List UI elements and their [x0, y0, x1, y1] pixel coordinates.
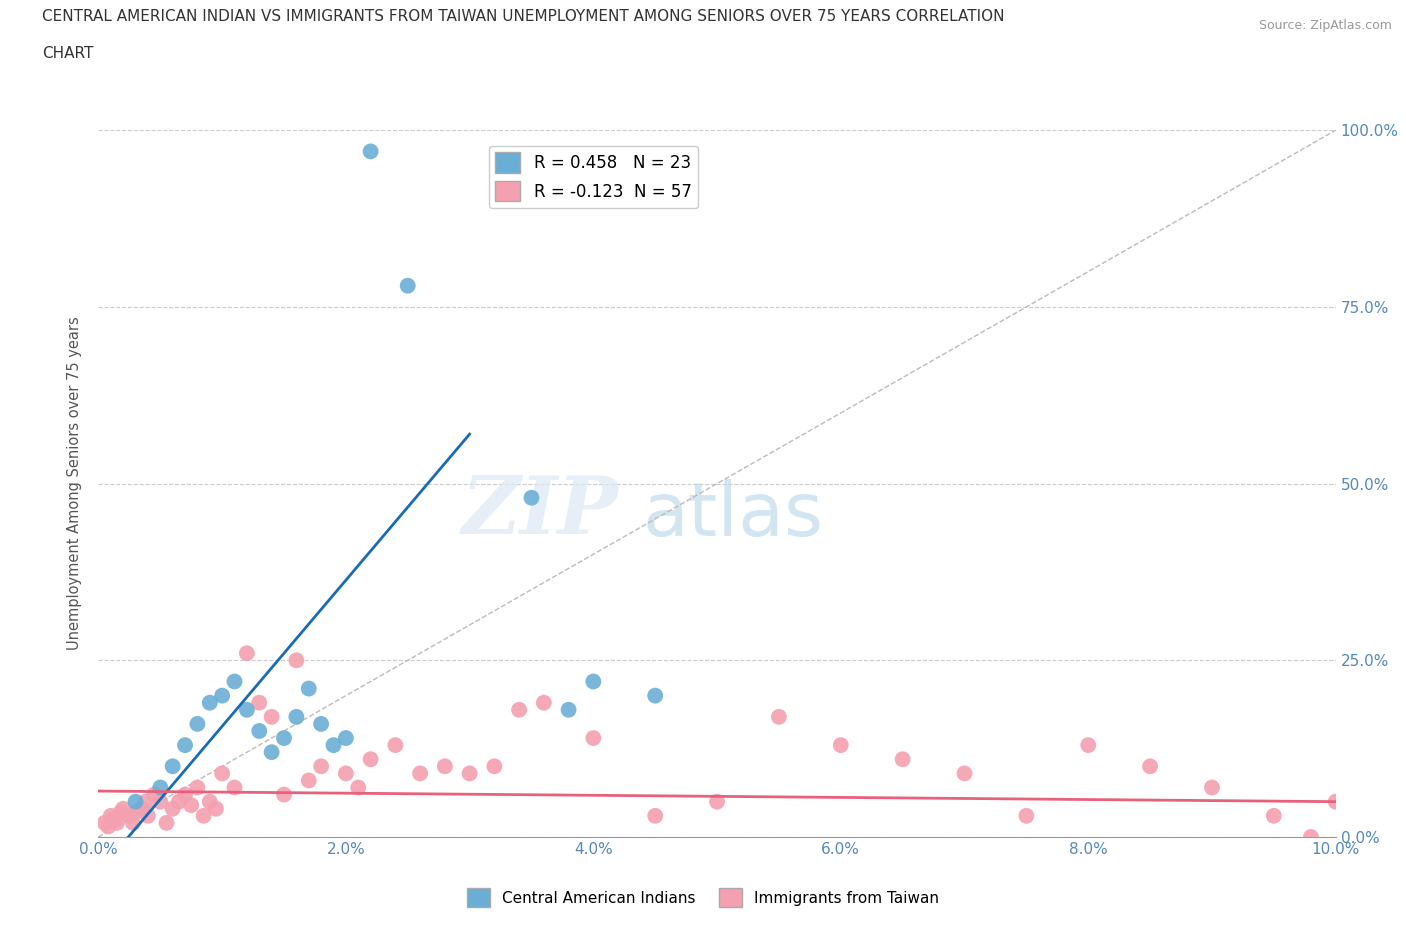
Point	[149, 794, 172, 809]
Point	[198, 794, 221, 809]
Point	[186, 780, 208, 795]
Point	[508, 702, 530, 717]
Point	[582, 731, 605, 746]
Point	[211, 688, 233, 703]
Point	[1299, 830, 1322, 844]
Point	[236, 702, 259, 717]
Point	[768, 710, 790, 724]
Text: Source: ZipAtlas.com: Source: ZipAtlas.com	[1258, 19, 1392, 32]
Point	[298, 773, 321, 788]
Point	[335, 766, 357, 781]
Point	[162, 802, 184, 817]
Point	[149, 780, 172, 795]
Point	[124, 794, 146, 809]
Point	[533, 696, 555, 711]
Point	[1263, 808, 1285, 823]
Point	[458, 766, 481, 781]
Point	[122, 816, 145, 830]
Point	[167, 794, 190, 809]
Point	[557, 702, 579, 717]
Point	[285, 653, 308, 668]
Point	[247, 724, 270, 738]
Point	[347, 780, 370, 795]
Point	[143, 787, 166, 802]
Point	[891, 751, 914, 766]
Text: ZIP: ZIP	[461, 473, 619, 551]
Point	[1139, 759, 1161, 774]
Point	[396, 278, 419, 293]
Legend: R = 0.458   N = 23, R = -0.123  N = 57: R = 0.458 N = 23, R = -0.123 N = 57	[488, 146, 699, 208]
Point	[224, 780, 246, 795]
Point	[124, 804, 146, 819]
Point	[273, 787, 295, 802]
Legend: Central American Indians, Immigrants from Taiwan: Central American Indians, Immigrants fro…	[461, 883, 945, 913]
Point	[360, 751, 382, 766]
Point	[298, 681, 321, 696]
Point	[644, 688, 666, 703]
Point	[360, 144, 382, 159]
Text: CHART: CHART	[42, 46, 94, 61]
Point	[93, 816, 115, 830]
Point	[193, 808, 215, 823]
Text: atlas: atlas	[643, 479, 824, 551]
Point	[273, 731, 295, 746]
Point	[1324, 794, 1347, 809]
Point	[309, 716, 332, 731]
Point	[118, 808, 141, 823]
Point	[1015, 808, 1038, 823]
Point	[180, 798, 202, 813]
Point	[260, 745, 283, 760]
Point	[224, 674, 246, 689]
Point	[174, 787, 197, 802]
Y-axis label: Unemployment Among Seniors over 75 years: Unemployment Among Seniors over 75 years	[67, 317, 83, 650]
Point	[97, 819, 120, 834]
Point	[105, 816, 128, 830]
Point	[644, 808, 666, 823]
Point	[198, 696, 221, 711]
Point	[211, 766, 233, 781]
Point	[953, 766, 976, 781]
Point	[247, 696, 270, 711]
Point	[131, 802, 153, 817]
Point	[409, 766, 432, 781]
Point	[1077, 737, 1099, 752]
Point	[136, 808, 159, 823]
Point	[205, 802, 228, 817]
Point	[134, 794, 156, 809]
Point	[162, 759, 184, 774]
Text: CENTRAL AMERICAN INDIAN VS IMMIGRANTS FROM TAIWAN UNEMPLOYMENT AMONG SENIORS OVE: CENTRAL AMERICAN INDIAN VS IMMIGRANTS FR…	[42, 9, 1005, 24]
Point	[830, 737, 852, 752]
Point	[706, 794, 728, 809]
Point	[186, 716, 208, 731]
Point	[309, 759, 332, 774]
Point	[260, 710, 283, 724]
Point	[285, 710, 308, 724]
Point	[335, 731, 357, 746]
Point	[103, 812, 125, 827]
Point	[520, 490, 543, 505]
Point	[100, 808, 122, 823]
Point	[322, 737, 344, 752]
Point	[582, 674, 605, 689]
Point	[484, 759, 506, 774]
Point	[110, 804, 132, 819]
Point	[1201, 780, 1223, 795]
Point	[155, 816, 177, 830]
Point	[112, 802, 135, 817]
Point	[433, 759, 456, 774]
Point	[384, 737, 406, 752]
Point	[174, 737, 197, 752]
Point	[236, 645, 259, 660]
